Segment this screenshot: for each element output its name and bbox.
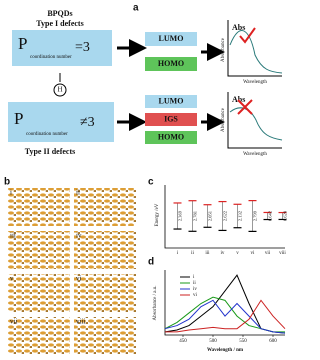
rel: ≠3 <box>80 115 95 130</box>
structure <box>8 188 70 226</box>
structure <box>8 231 70 269</box>
panel-label: d <box>148 257 154 268</box>
lumo: LUMO <box>159 34 184 43</box>
panel-label: c <box>148 177 154 188</box>
gap-label: 2.051 <box>208 211 213 221</box>
structure <box>74 317 136 355</box>
category-label: ii <box>191 251 194 256</box>
gap-label: 0.642 <box>268 211 273 221</box>
gap-label: 2.132 <box>238 211 243 221</box>
legend-label: ii <box>193 281 196 286</box>
line <box>164 274 286 334</box>
x-tick-label: 550 <box>239 339 247 344</box>
panel-label: b <box>4 177 10 188</box>
category-label: vii <box>265 251 271 256</box>
p: P <box>14 109 23 128</box>
gap-label: 2.781 <box>193 211 198 221</box>
igs: IGS <box>164 114 178 123</box>
category-label: vi <box>251 251 256 256</box>
title: BPQDs <box>47 9 72 18</box>
line <box>164 296 285 333</box>
structure-label: ii <box>76 189 80 197</box>
panel-a: a BPQDs Type I defects P coordination nu… <box>8 3 283 157</box>
category-label: viii <box>279 251 286 256</box>
gap-label: 2.369 <box>178 210 183 221</box>
type-name: Type I defects <box>36 19 83 28</box>
type-name: Type II defects <box>25 147 76 156</box>
structure <box>74 231 136 269</box>
structure <box>8 274 70 312</box>
p: P <box>18 34 27 53</box>
figure: a BPQDs Type I defects P coordination nu… <box>4 3 288 355</box>
category-label: i <box>177 251 179 256</box>
x-tick-label: 600 <box>269 339 277 344</box>
x-tick-label: 500 <box>209 339 217 344</box>
legend-label: vi <box>193 293 198 298</box>
structure <box>74 188 136 226</box>
y-label: Absorbance <box>221 107 226 132</box>
homo: HOMO <box>158 132 184 141</box>
structure <box>8 317 70 355</box>
sub: coordination number <box>26 132 68 137</box>
abs: Abs <box>232 23 245 32</box>
homo: HOMO <box>158 59 184 68</box>
legend-label: i <box>193 275 195 280</box>
line <box>164 299 286 334</box>
structure-label: i <box>10 189 12 197</box>
y-label: Energy /eV <box>155 203 160 226</box>
legend-label: iv <box>193 287 197 292</box>
structure-label: iii <box>10 232 16 240</box>
middle: H <box>57 86 62 94</box>
category-label: iii <box>205 251 210 256</box>
line <box>165 299 286 333</box>
structure <box>74 274 136 312</box>
lumo: LUMO <box>159 96 184 105</box>
box <box>12 30 112 66</box>
structure-label: vi <box>76 275 82 283</box>
x-label: Wavelength <box>243 152 267 157</box>
x-label: Wavelength / nm <box>207 348 244 353</box>
rel: =3 <box>75 40 90 55</box>
gap-label: 0.628 <box>283 210 288 221</box>
structure-label: viii <box>76 318 85 326</box>
panel-label: a <box>133 3 139 14</box>
structure-label: v <box>10 275 14 283</box>
structure-label: iv <box>76 232 82 240</box>
x-label: Wavelength <box>243 80 267 85</box>
y-label: Absorbance / a.u. <box>153 286 158 321</box>
y-label: Absorbance <box>221 37 226 62</box>
category-label: v <box>236 251 239 256</box>
sub: coordination number <box>30 55 72 60</box>
gap-label: 2.622 <box>223 211 228 221</box>
gap-label: 2.799 <box>253 210 258 221</box>
category-label: iv <box>221 251 225 256</box>
structure-label: vii <box>10 318 17 326</box>
x-tick-label: 450 <box>179 339 187 344</box>
